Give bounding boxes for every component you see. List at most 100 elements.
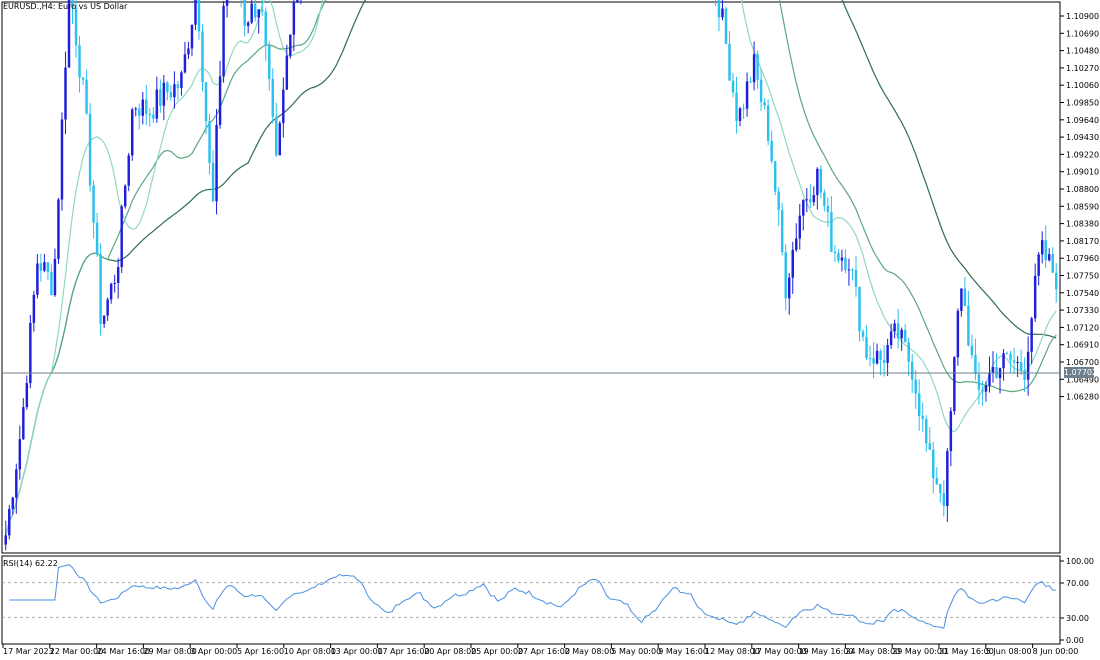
candle <box>215 108 218 215</box>
candle <box>243 0 246 37</box>
candle-body <box>946 451 949 506</box>
candle-body <box>15 469 18 498</box>
candle <box>773 160 777 196</box>
candle <box>858 286 861 342</box>
candle-body <box>798 215 801 239</box>
candle-body <box>970 345 974 356</box>
candle <box>138 103 141 130</box>
candle-body <box>988 372 991 386</box>
candle <box>745 72 749 117</box>
candle <box>963 276 967 307</box>
candle <box>1047 248 1051 262</box>
candle <box>837 248 840 263</box>
price-tick-label: 1.08800 <box>1066 185 1099 194</box>
candle-body <box>116 267 120 284</box>
candle <box>92 180 95 239</box>
candle <box>742 103 745 119</box>
candle-body <box>278 123 282 156</box>
candle <box>296 0 299 4</box>
candle <box>204 82 208 135</box>
price-tick-label: 1.08380 <box>1066 220 1099 229</box>
candle-body <box>893 323 896 332</box>
price-tick-label: 1.10480 <box>1066 47 1099 56</box>
candle-body <box>29 322 32 384</box>
candle <box>120 204 123 273</box>
candle-body <box>187 48 190 55</box>
candle <box>798 203 801 250</box>
rsi-title: RSI(14) 62.22 <box>3 559 58 568</box>
price-tick-label: 1.07540 <box>1066 289 1099 298</box>
candle-body <box>106 299 109 316</box>
time-tick-label: 22 Mar 00:00 <box>50 647 103 656</box>
candle <box>183 41 187 74</box>
time-tick-label: 5 Apr 16:00 <box>237 647 284 656</box>
main-price-pane[interactable] <box>1 0 1061 554</box>
candle <box>1012 347 1016 374</box>
candle <box>872 342 875 379</box>
candle <box>833 244 837 263</box>
candle-body <box>925 419 928 444</box>
candle-body <box>963 288 967 306</box>
candle <box>1026 336 1030 396</box>
moving-average-fast <box>5 0 1057 536</box>
candle <box>39 253 43 282</box>
candle-body <box>57 199 60 259</box>
candle <box>60 112 64 211</box>
candle-body <box>784 252 787 299</box>
candle-body <box>36 263 39 295</box>
candle-body <box>956 310 960 358</box>
candle <box>830 195 833 252</box>
candle-body <box>826 205 830 212</box>
candle-body <box>194 0 197 25</box>
candle-body <box>984 385 988 392</box>
candle-body <box>766 105 770 141</box>
candle-body <box>1009 353 1012 361</box>
rsi-pane[interactable] <box>1 555 1061 645</box>
price-tick-label: 1.08590 <box>1066 202 1099 211</box>
candle <box>784 244 787 311</box>
candle-body <box>261 9 264 12</box>
candle <box>921 402 924 432</box>
candle <box>889 323 893 349</box>
candle <box>74 0 78 58</box>
candle-body <box>819 168 823 193</box>
time-tick-label: 24 May 08:00 <box>845 647 900 656</box>
candle-body <box>218 76 222 125</box>
candle-body <box>889 331 893 346</box>
candle <box>865 325 868 360</box>
rsi-path <box>9 564 1057 629</box>
candle <box>25 375 29 410</box>
ma-path <box>5 0 1057 536</box>
candle-body <box>25 383 29 408</box>
candle <box>728 30 731 81</box>
candle <box>738 106 742 127</box>
candle <box>300 0 302 5</box>
candle-body <box>875 350 879 364</box>
candle <box>99 243 102 336</box>
candle-body <box>253 3 257 18</box>
candle <box>141 91 145 125</box>
candle <box>875 343 879 365</box>
candle-body <box>886 345 889 363</box>
candle <box>106 297 109 321</box>
candle <box>180 70 183 96</box>
time-tick-label: 5 Jun 08:00 <box>986 647 1032 656</box>
candle <box>823 189 826 212</box>
candle-body <box>81 77 85 80</box>
candle <box>225 0 229 18</box>
candle <box>984 381 988 402</box>
candle <box>190 24 194 56</box>
candle-body <box>770 140 773 162</box>
time-tick-label: 17 May 00:00 <box>752 647 807 656</box>
candle <box>278 120 282 156</box>
candle-body <box>289 34 292 56</box>
candle <box>721 0 724 21</box>
candle <box>208 114 211 175</box>
candle <box>109 282 113 304</box>
candle-body <box>795 238 798 250</box>
candle-body <box>60 119 64 200</box>
price-tick-label: 1.09640 <box>1066 116 1099 125</box>
candle <box>285 44 289 90</box>
time-tick-label: 5 May 00:00 <box>611 647 661 656</box>
